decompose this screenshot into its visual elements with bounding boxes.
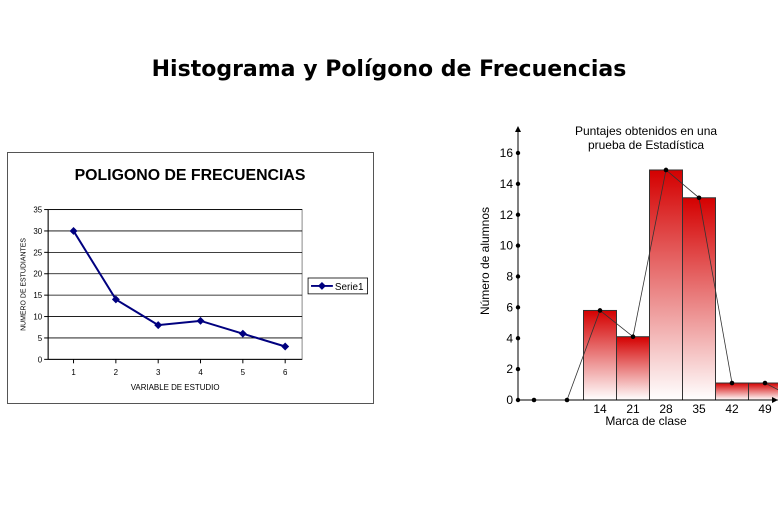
y-tick-label: 4 (506, 331, 513, 345)
polygon-point (729, 380, 735, 386)
y-axis-arrow (515, 126, 521, 132)
x-tick-label: 42 (725, 402, 739, 416)
y-tick-dot (515, 181, 521, 187)
polygon-point (630, 334, 636, 340)
y-tick-label: 14 (500, 177, 514, 191)
y-tick-dot (515, 274, 521, 279)
y-tick-label: 12 (500, 208, 514, 222)
x-tick-label: 49 (758, 402, 772, 416)
x-tick-label: 35 (692, 402, 706, 416)
y-tick-label: 15 (33, 291, 42, 300)
histogram-bar (649, 169, 683, 401)
series-line (72, 230, 286, 348)
x-tick-label: 14 (593, 402, 607, 416)
histogram-bar (616, 336, 650, 401)
x-tick-label: 5 (241, 368, 246, 377)
y-tick-label: 35 (33, 206, 42, 215)
data-point (69, 226, 78, 235)
polygon-point (531, 397, 537, 403)
chart-title: POLIGONO DE FRECUENCIAS (75, 167, 306, 184)
y-tick-dot (515, 336, 521, 341)
y-tick-label: 30 (33, 227, 42, 236)
polygon-point (696, 195, 702, 201)
y-tick-label: 2 (506, 362, 513, 376)
slide-title: Histograma y Polígono de Frecuencias (151, 57, 627, 82)
x-tick-label: 2 (114, 368, 118, 377)
y-axis-label: NUMERO DE ESTUDIANTES (20, 238, 27, 331)
y-tick-dot (515, 212, 521, 217)
chart-title-line2: prueba de Estadística (588, 138, 704, 152)
y-tick-label: 25 (33, 248, 42, 257)
y-tick-label: 5 (38, 334, 43, 343)
polygon-point (597, 308, 603, 313)
y-tick-dot (515, 243, 521, 248)
data-point (196, 316, 205, 325)
plot-area (47, 209, 303, 360)
data-point (281, 342, 290, 351)
x-tick-label: 21 (626, 402, 640, 416)
legend-box (307, 277, 368, 295)
polygon-point (762, 380, 768, 386)
polygon-point (663, 167, 669, 173)
polygon-point (564, 397, 570, 403)
y-tick-dot (515, 366, 521, 372)
x-tick-label: 1 (71, 368, 76, 377)
histogram-bar (583, 309, 617, 401)
y-tick-label: 10 (500, 239, 514, 253)
y-tick-dot (515, 397, 521, 403)
y-tick-label: 6 (506, 300, 513, 314)
x-tick-label: 28 (659, 402, 673, 416)
y-tick-label: 8 (506, 270, 513, 284)
legend: Serie1 (307, 277, 368, 295)
y-tick-label: 16 (500, 146, 514, 160)
chart-title-line1: Puntajes obtenidos en una (575, 124, 717, 138)
x-tick-label: 4 (198, 368, 203, 377)
legend-marker (317, 281, 326, 290)
data-point (238, 329, 247, 338)
x-tick-label: 6 (283, 368, 288, 377)
y-tick-dot (515, 305, 521, 310)
histogram-bar (715, 382, 749, 401)
data-point (111, 295, 120, 304)
histogram-bar (682, 197, 716, 401)
x-axis-label: VARIABLE DE ESTUDIO (131, 383, 220, 392)
histogram-bar (748, 382, 778, 401)
y-tick-dot (515, 150, 521, 156)
x-tick-label: 3 (156, 368, 161, 377)
y-tick-label: 0 (38, 355, 43, 364)
data-point (154, 321, 163, 330)
y-tick-label: 0 (506, 393, 513, 407)
y-axis-label: Número de alumnos (478, 207, 492, 315)
x-axis-arrow (772, 397, 778, 403)
y-tick-label: 20 (33, 270, 42, 279)
x-axis-label: Marca de clase (605, 414, 687, 428)
y-tick-label: 10 (33, 313, 42, 322)
legend-label: Serie1 (335, 282, 364, 293)
